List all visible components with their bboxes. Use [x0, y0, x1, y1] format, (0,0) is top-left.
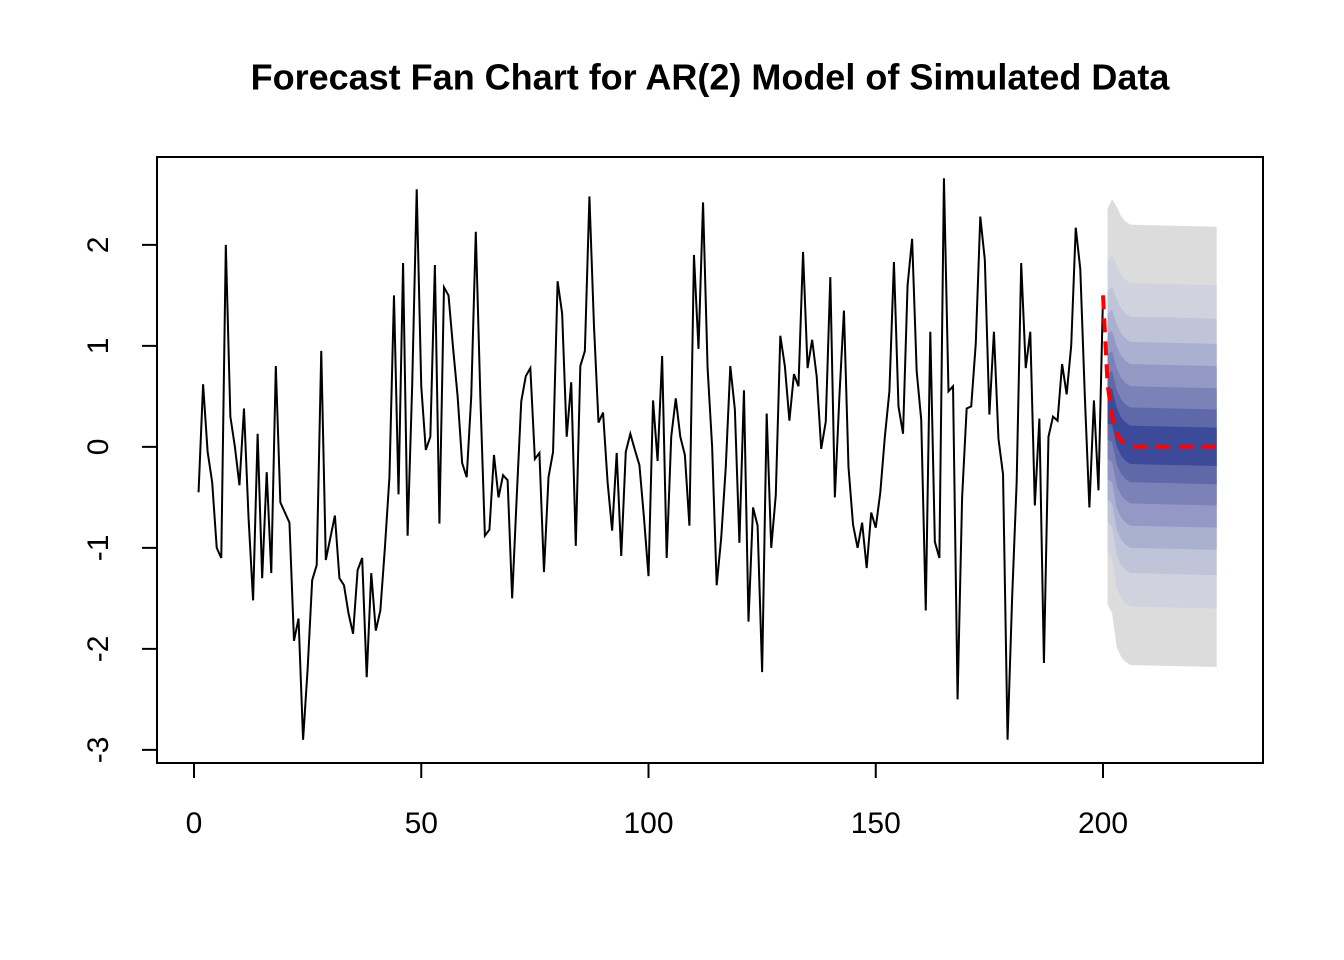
x-tick-label: 200: [1078, 807, 1128, 840]
y-tick-label: -3: [82, 737, 115, 764]
forecast-line: [1101, 295, 1217, 449]
x-tick-label: 0: [186, 807, 203, 840]
y-tick-label: -2: [82, 636, 115, 663]
chart-title: Forecast Fan Chart for AR(2) Model of Si…: [251, 57, 1171, 98]
y-tick-label: 0: [82, 439, 115, 456]
x-tick-label: 100: [623, 807, 673, 840]
series-line: [197, 178, 1105, 740]
x-tick-label: 150: [851, 807, 901, 840]
y-tick-label: -1: [82, 535, 115, 562]
y-tick-label: 2: [82, 237, 115, 254]
x-tick-label: 50: [405, 807, 438, 840]
y-tick-label: 1: [82, 338, 115, 355]
